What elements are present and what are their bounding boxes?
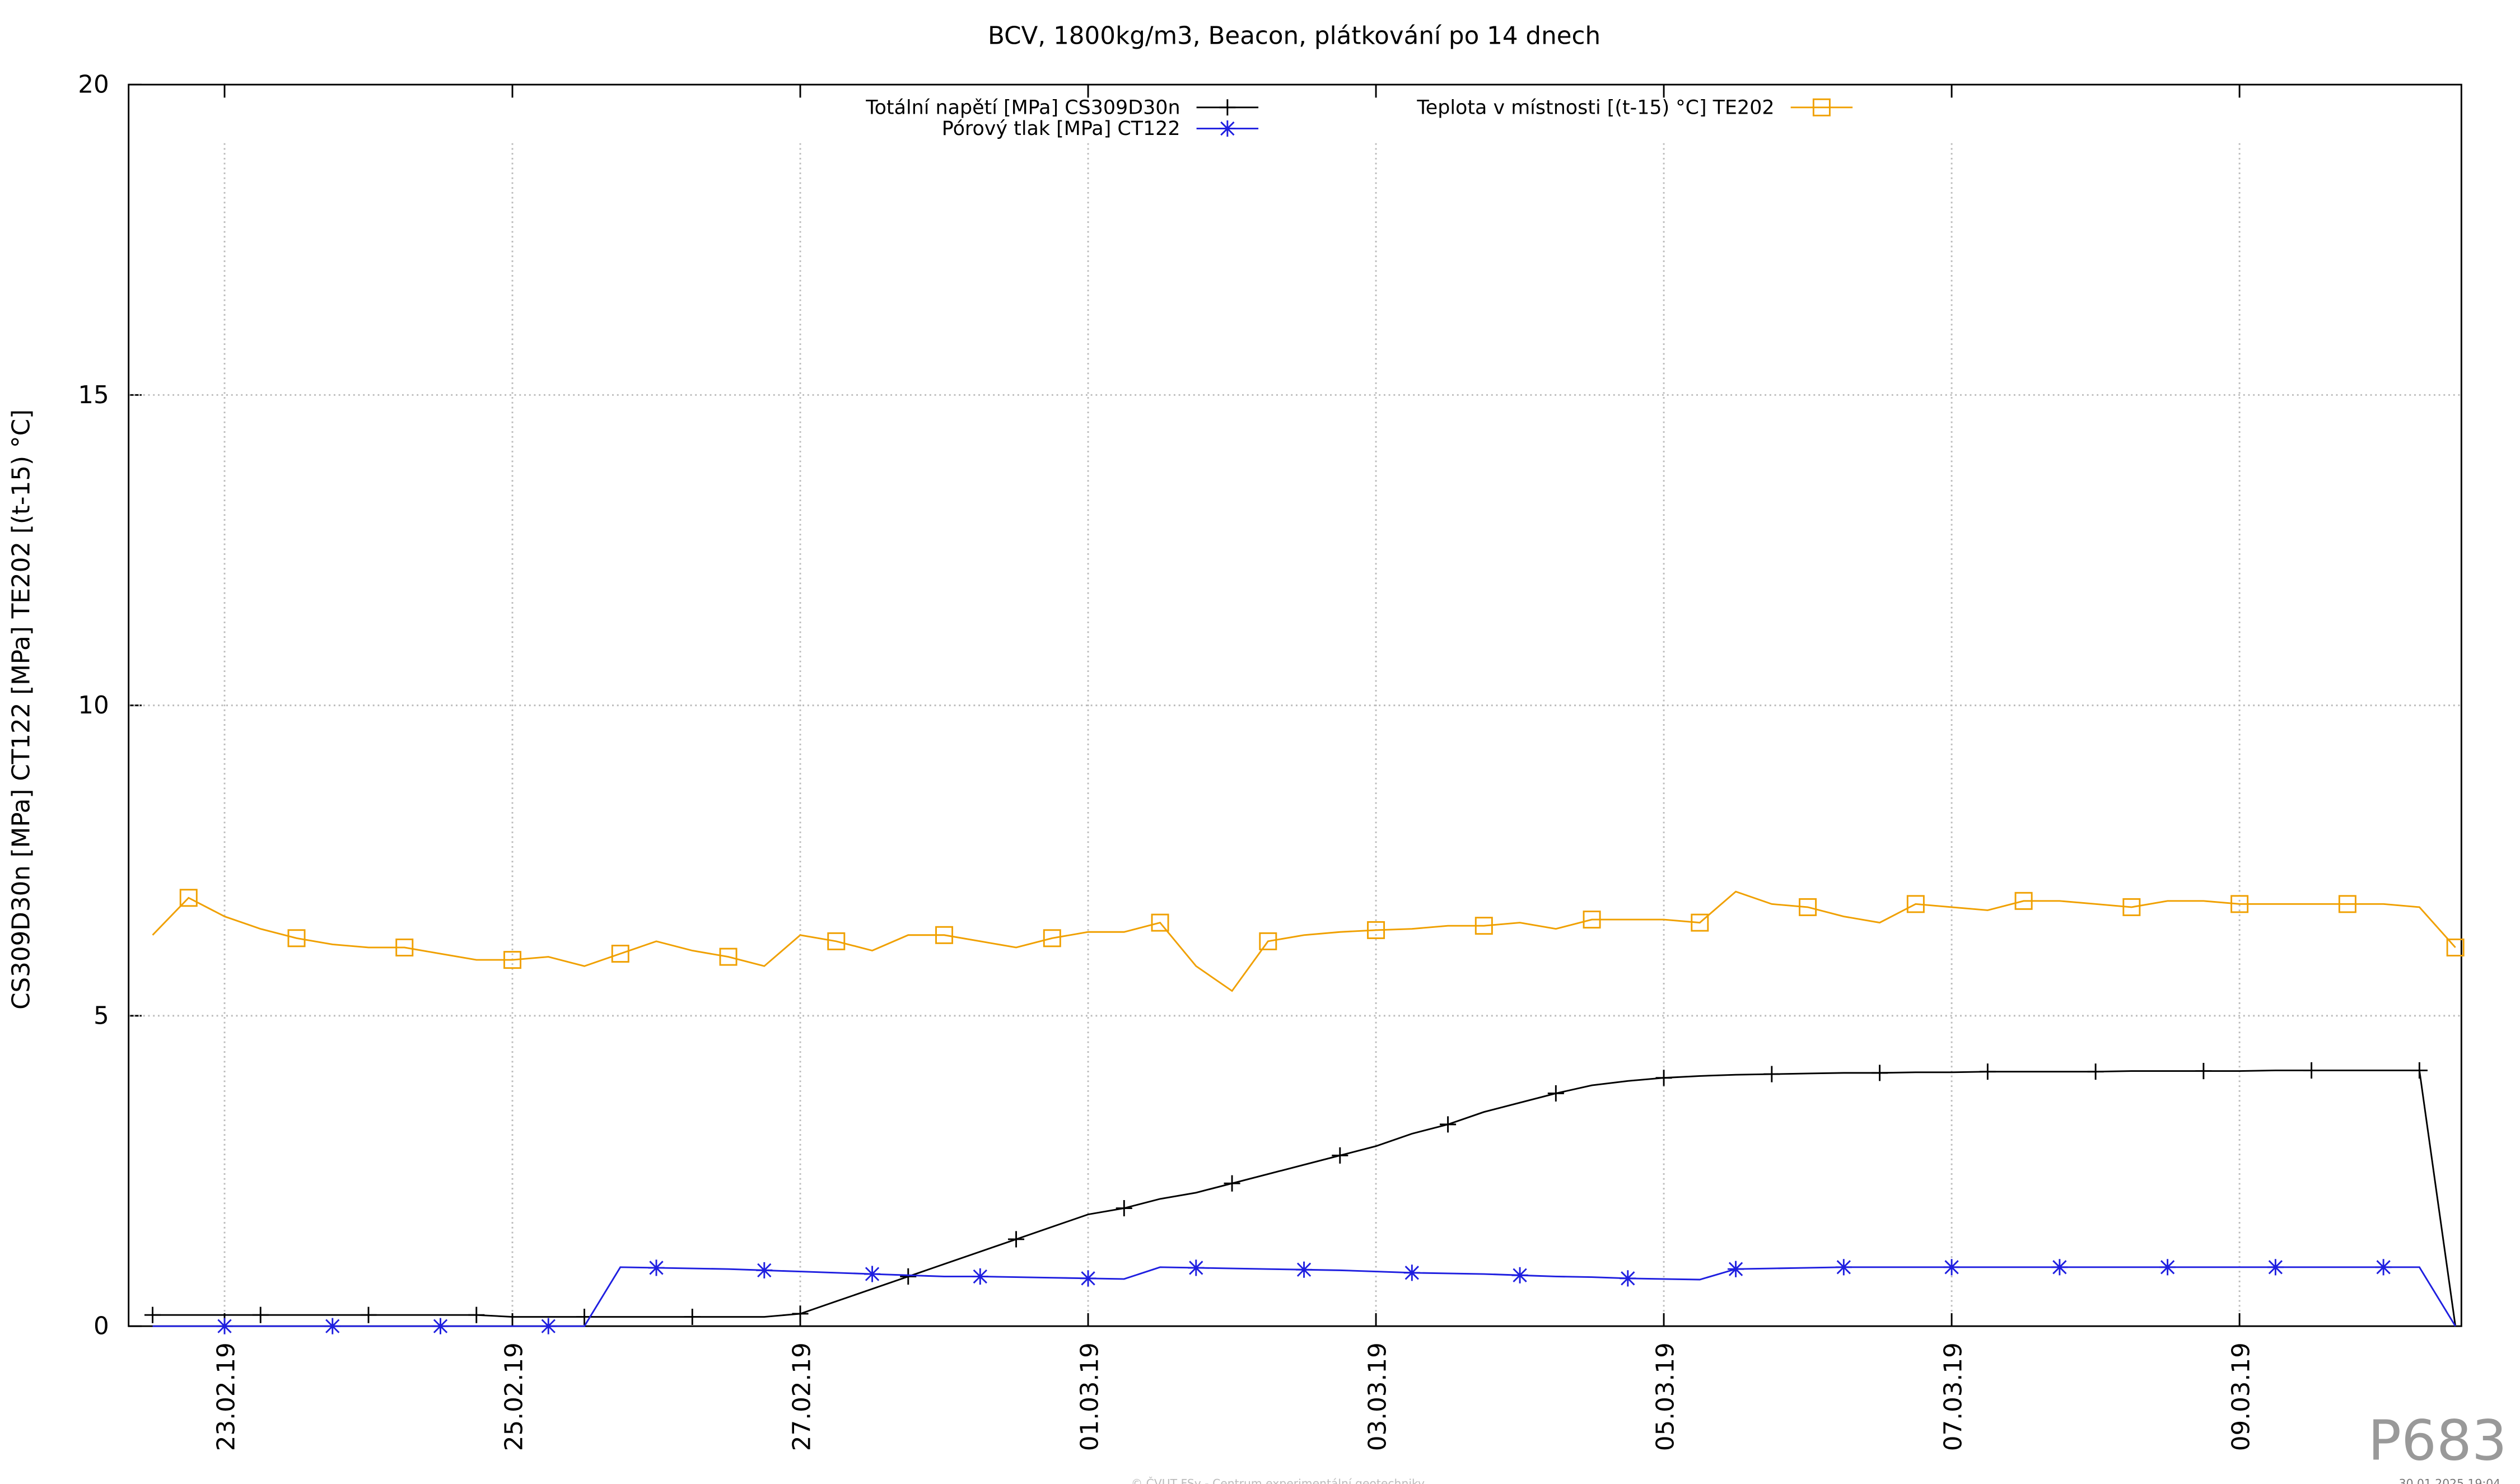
marker — [2014, 892, 2033, 910]
x-tick-label: 27.02.19 — [788, 1342, 816, 1451]
marker — [1440, 1116, 1457, 1133]
marker — [1511, 1267, 1528, 1284]
x-tick-label: 09.03.19 — [2228, 1342, 2256, 1451]
marker — [540, 1318, 557, 1334]
marker — [1583, 911, 1601, 929]
x-tick-label: 01.03.19 — [1076, 1342, 1104, 1451]
marker — [2159, 1259, 2176, 1276]
marker — [1403, 1264, 1420, 1281]
marker — [2195, 1063, 2212, 1080]
y-tick-label: 5 — [94, 1002, 109, 1030]
series-line — [152, 1069, 2457, 1327]
chart-title: BCV, 1800kg/m3, Beacon, plátkování po 14… — [988, 22, 1600, 50]
x-tick-label: 03.03.19 — [1364, 1342, 1392, 1451]
series-line — [152, 890, 2456, 992]
marker — [648, 1259, 665, 1276]
marker — [1116, 1200, 1132, 1217]
y-tick-label: 10 — [78, 692, 109, 720]
marker — [1655, 1070, 1672, 1086]
x-tick-label: 07.03.19 — [1940, 1342, 1968, 1451]
marker — [756, 1262, 773, 1278]
marker — [1979, 1063, 1996, 1080]
y-tick-label: 20 — [78, 71, 109, 99]
legend-label: Totální napětí [MPa] CS309D30n — [865, 96, 1180, 119]
marker — [1872, 1065, 1888, 1081]
marker — [2087, 1063, 2104, 1080]
marker — [1799, 898, 1817, 916]
footer-left: © ČVUT FSv - Centrum experimentální geot… — [1131, 1476, 1425, 1484]
marker — [1188, 1259, 1205, 1276]
marker — [503, 951, 521, 969]
marker — [1151, 913, 1169, 932]
marker — [2267, 1259, 2284, 1276]
marker — [1943, 1259, 1960, 1276]
y-tick-label: 15 — [78, 381, 109, 409]
legend-marker — [1812, 98, 1831, 116]
marker — [2338, 895, 2356, 913]
marker — [827, 932, 846, 950]
marker — [179, 889, 198, 907]
marker — [287, 929, 306, 948]
marker — [719, 948, 738, 966]
legend-marker — [1219, 99, 1236, 116]
marker — [1620, 1270, 1636, 1287]
marker — [1691, 913, 1709, 932]
marker — [900, 1268, 917, 1285]
marker — [1367, 921, 1385, 939]
marker — [2230, 895, 2249, 913]
marker — [1008, 1231, 1025, 1248]
marker — [1296, 1261, 1313, 1278]
marker — [792, 1305, 809, 1322]
marker — [972, 1268, 988, 1285]
marker — [360, 1306, 377, 1323]
marker — [935, 926, 954, 944]
marker — [684, 1308, 701, 1326]
marker — [1474, 917, 1493, 935]
marker — [252, 1306, 269, 1323]
plot-frame — [128, 83, 2462, 1327]
footer-right: 30.01.2025 19:04 — [2399, 1477, 2500, 1484]
marker — [1224, 1175, 1240, 1192]
marker — [1547, 1085, 1564, 1102]
marker — [2411, 1062, 2428, 1079]
marker — [1906, 895, 1925, 913]
watermark: P683 — [2368, 1408, 2507, 1473]
legend-label: Teplota v místnosti [(t-15) °C] TE202 — [1416, 96, 1774, 119]
marker — [468, 1306, 485, 1323]
marker — [2303, 1062, 2320, 1079]
y-tick-label: 0 — [94, 1313, 109, 1341]
marker — [144, 1306, 161, 1323]
marker — [1259, 932, 1277, 950]
marker — [216, 1318, 233, 1334]
marker — [2375, 1259, 2392, 1276]
marker — [2446, 938, 2465, 956]
marker — [1835, 1259, 1852, 1276]
y-axis-label: CS309D30n [MPa] CT122 [MPa] TE202 [(t-15… — [7, 409, 35, 1010]
marker — [1763, 1066, 1780, 1082]
x-tick-label: 25.02.19 — [500, 1342, 528, 1451]
marker — [395, 938, 414, 956]
x-tick-label: 05.03.19 — [1652, 1342, 1680, 1451]
marker — [324, 1318, 341, 1334]
legend-label: Pórový tlak [MPa] CT122 — [942, 118, 1180, 140]
marker — [611, 945, 629, 963]
marker — [864, 1266, 881, 1282]
marker — [1332, 1147, 1348, 1164]
marker — [2051, 1259, 2068, 1276]
marker — [2122, 898, 2141, 916]
marker — [1043, 929, 1061, 948]
marker — [432, 1318, 449, 1334]
x-tick-label: 23.02.19 — [212, 1342, 240, 1451]
marker — [1080, 1270, 1096, 1287]
legend-marker — [1219, 120, 1236, 137]
marker — [1728, 1261, 1744, 1277]
